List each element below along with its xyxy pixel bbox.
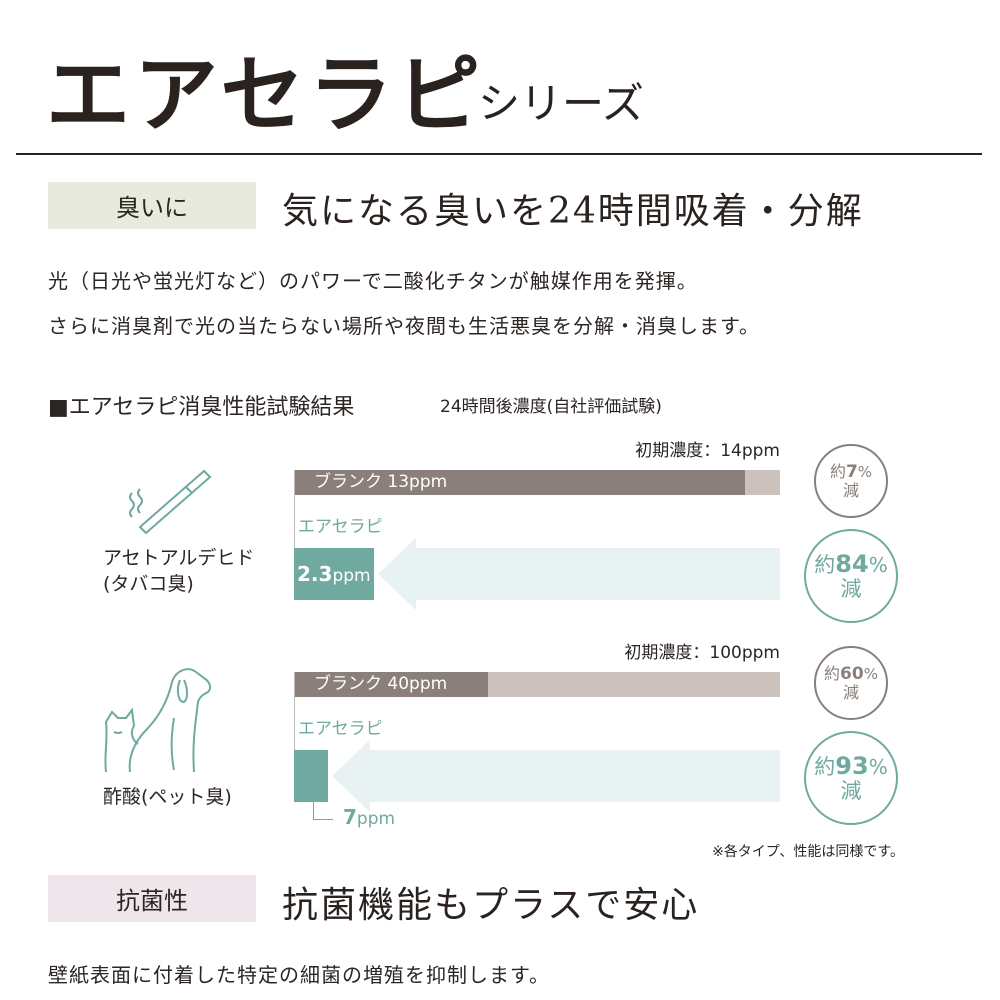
chart-note: 24時間後濃度(自社評価試験): [440, 397, 662, 417]
group-2-product_reduction-circle: 約93% 減: [804, 731, 898, 825]
group-2-initial-label: 初期濃度：100ppm: [624, 643, 780, 663]
group-1-blank_reduction-circle: 約7% 減: [814, 444, 888, 518]
body-line-3: 壁紙表面に付着した特定の細菌の増殖を抑制します。: [48, 963, 550, 987]
group-2-product_reduction-post: 減: [840, 778, 862, 803]
group-2-product-bar: [294, 750, 329, 802]
group-1-product-unit: ppm: [332, 566, 371, 586]
group-1-product_reduction-post: 減: [840, 576, 862, 601]
group-1-blank_reduction-post: 減: [842, 480, 859, 500]
group-1-initial-label: 初期濃度：14ppm: [635, 441, 780, 461]
group-2-product_reduction-pct: %: [868, 755, 888, 780]
group-2-name: 酢酸: [103, 786, 142, 808]
group-1-product_reduction-circle: 約84% 減: [804, 529, 898, 623]
page-title: エアセラピ: [46, 46, 485, 144]
group-2-product-name: エアセラピ: [298, 719, 383, 739]
group-2-arrow-head: [332, 740, 371, 812]
page-subtitle: シリーズ: [478, 79, 644, 128]
group-2-blank-bar: ブランク 40ppm: [294, 672, 489, 697]
group-2-product-unit: ppm: [356, 809, 396, 829]
group-2-axis-line: [294, 672, 295, 802]
group-1-product_reduction-pre: 約: [814, 553, 836, 578]
body-line-2: さらに消臭剤で光の当たらない場所や夜間も生活悪臭を分解・消臭します。: [48, 314, 760, 338]
group-2-product_reduction-value: 93: [835, 752, 869, 781]
group-2-callout-line: [313, 777, 333, 820]
group-2-blank_reduction-post: 減: [842, 682, 859, 702]
group-2-blank_reduction-value: 60: [840, 663, 864, 684]
group-1-sub: (タバコ臭): [103, 573, 194, 595]
section-headline-odor: 気になる臭いを24時間吸着・分解: [282, 191, 864, 232]
divider: [16, 153, 982, 155]
group-2-label: 酢酸(ペット臭): [103, 782, 232, 809]
group-1-axis-line: [294, 470, 295, 600]
group-2-blank_reduction-pre: 約: [824, 663, 841, 683]
section-headline-antibacterial: 抗菌機能もプラスで安心: [282, 885, 700, 926]
cigarette-icon: [129, 469, 212, 535]
group-2-sub: (ペット臭): [141, 786, 232, 808]
footnote: ※各タイプ、性能は同様です。: [712, 844, 904, 860]
group-1-product_reduction-pct: %: [868, 553, 888, 578]
group-1-product_reduction-value: 84: [835, 550, 869, 579]
chart-title: ■エアセラピ消臭性能試験結果: [48, 395, 355, 420]
group-1-product-value: 2.3: [297, 562, 333, 586]
group-1-product-name: エアセラピ: [298, 517, 383, 537]
group-1-arrow-head: [377, 538, 416, 610]
group-1-product-bar: 2.3ppm: [294, 548, 374, 600]
group-1-name: アセトアルデヒド: [103, 547, 255, 569]
group-1-blank-label: ブランク 13ppm: [314, 472, 448, 492]
group-2-blank-label: ブランク 40ppm: [314, 674, 448, 694]
group-1-blank_reduction-pre: 約: [829, 461, 846, 481]
section-tag-antibacterial: 抗菌性: [48, 875, 256, 922]
section-tag-odor: 臭いに: [48, 182, 256, 229]
group-2-blank_reduction-pct: %: [863, 664, 878, 683]
group-1-label: アセトアルデヒド (タバコ臭): [103, 545, 254, 597]
group-2-arrow-body: [370, 750, 780, 802]
body-line-1: 光（日光や蛍光灯など）のパワーで二酸化チタンが触媒作用を発揮。: [48, 269, 698, 293]
dog-cat-icon: [104, 668, 212, 773]
group-2-blank_reduction-circle: 約60% 減: [814, 646, 888, 720]
group-2-product_reduction-pre: 約: [814, 755, 836, 780]
group-1-blank_reduction-value: 7: [845, 461, 858, 482]
group-2-product-callout: 7ppm: [340, 805, 395, 829]
group-1-blank-bar: ブランク 13ppm: [294, 470, 746, 495]
group-1-blank_reduction-pct: %: [857, 462, 873, 481]
group-1-arrow-body: [415, 548, 780, 600]
group-2-product-value: 7: [343, 805, 357, 829]
